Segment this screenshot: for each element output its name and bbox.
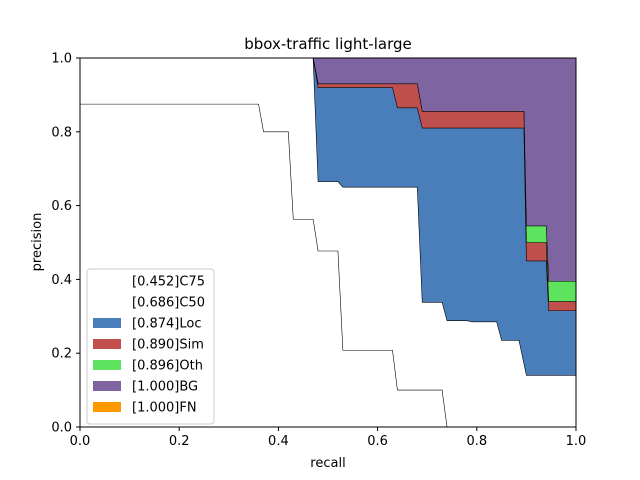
x-axis-label: recall bbox=[310, 456, 345, 471]
x-tick-label: 0.6 bbox=[367, 434, 388, 449]
y-tick-label: 0.6 bbox=[51, 199, 72, 214]
plot-frame bbox=[79, 57, 577, 428]
legend-label: [0.896]Oth bbox=[132, 359, 203, 374]
legend-label: [1.000]BG bbox=[132, 380, 198, 395]
legend: [0.452]C75 [0.686]C50 [0.874]Loc [0.890]Sim… bbox=[86, 268, 215, 425]
legend-label: [0.686]C50 bbox=[132, 296, 205, 311]
curve-0-452-c75 bbox=[80, 103, 448, 428]
y-axis: 0.0 0.2 0.4 0.6 0.8 1.0 bbox=[51, 52, 80, 436]
x-tick-label: 0.4 bbox=[268, 434, 289, 449]
y-tick-label: 0.2 bbox=[51, 347, 72, 362]
y-tick-label: 0.4 bbox=[51, 273, 72, 288]
curve-0-686-c50 bbox=[80, 57, 576, 376]
legend-swatch bbox=[93, 297, 121, 307]
legend-swatch bbox=[93, 402, 121, 412]
y-axis-label: precision bbox=[30, 213, 45, 272]
legend-swatch bbox=[93, 318, 121, 328]
x-tick-label: 0.8 bbox=[466, 434, 487, 449]
chart-title: bbox-traffic light-large bbox=[244, 35, 411, 53]
x-tick-label: 0.0 bbox=[70, 434, 91, 449]
y-tick-label: 0.0 bbox=[51, 421, 72, 436]
y-tick-label: 0.8 bbox=[51, 125, 72, 140]
legend-label: [0.452]C75 bbox=[132, 275, 205, 290]
curve-0-890-sim bbox=[80, 57, 576, 302]
legend-label: [0.874]Loc bbox=[132, 317, 201, 332]
legend-label: [1.000]FN bbox=[132, 401, 197, 416]
x-tick-label: 1.0 bbox=[566, 434, 587, 449]
legend-label: [0.890]Sim bbox=[132, 338, 204, 353]
legend-swatch bbox=[93, 360, 121, 370]
y-tick-label: 1.0 bbox=[51, 52, 72, 67]
x-tick-label: 0.2 bbox=[169, 434, 190, 449]
x-axis: 0.0 0.2 0.4 0.6 0.8 1.0 bbox=[70, 427, 587, 449]
curve-0-874-loc bbox=[80, 57, 576, 312]
legend-swatch bbox=[93, 276, 121, 286]
legend-swatch bbox=[93, 381, 121, 391]
legend-swatch bbox=[93, 339, 121, 349]
